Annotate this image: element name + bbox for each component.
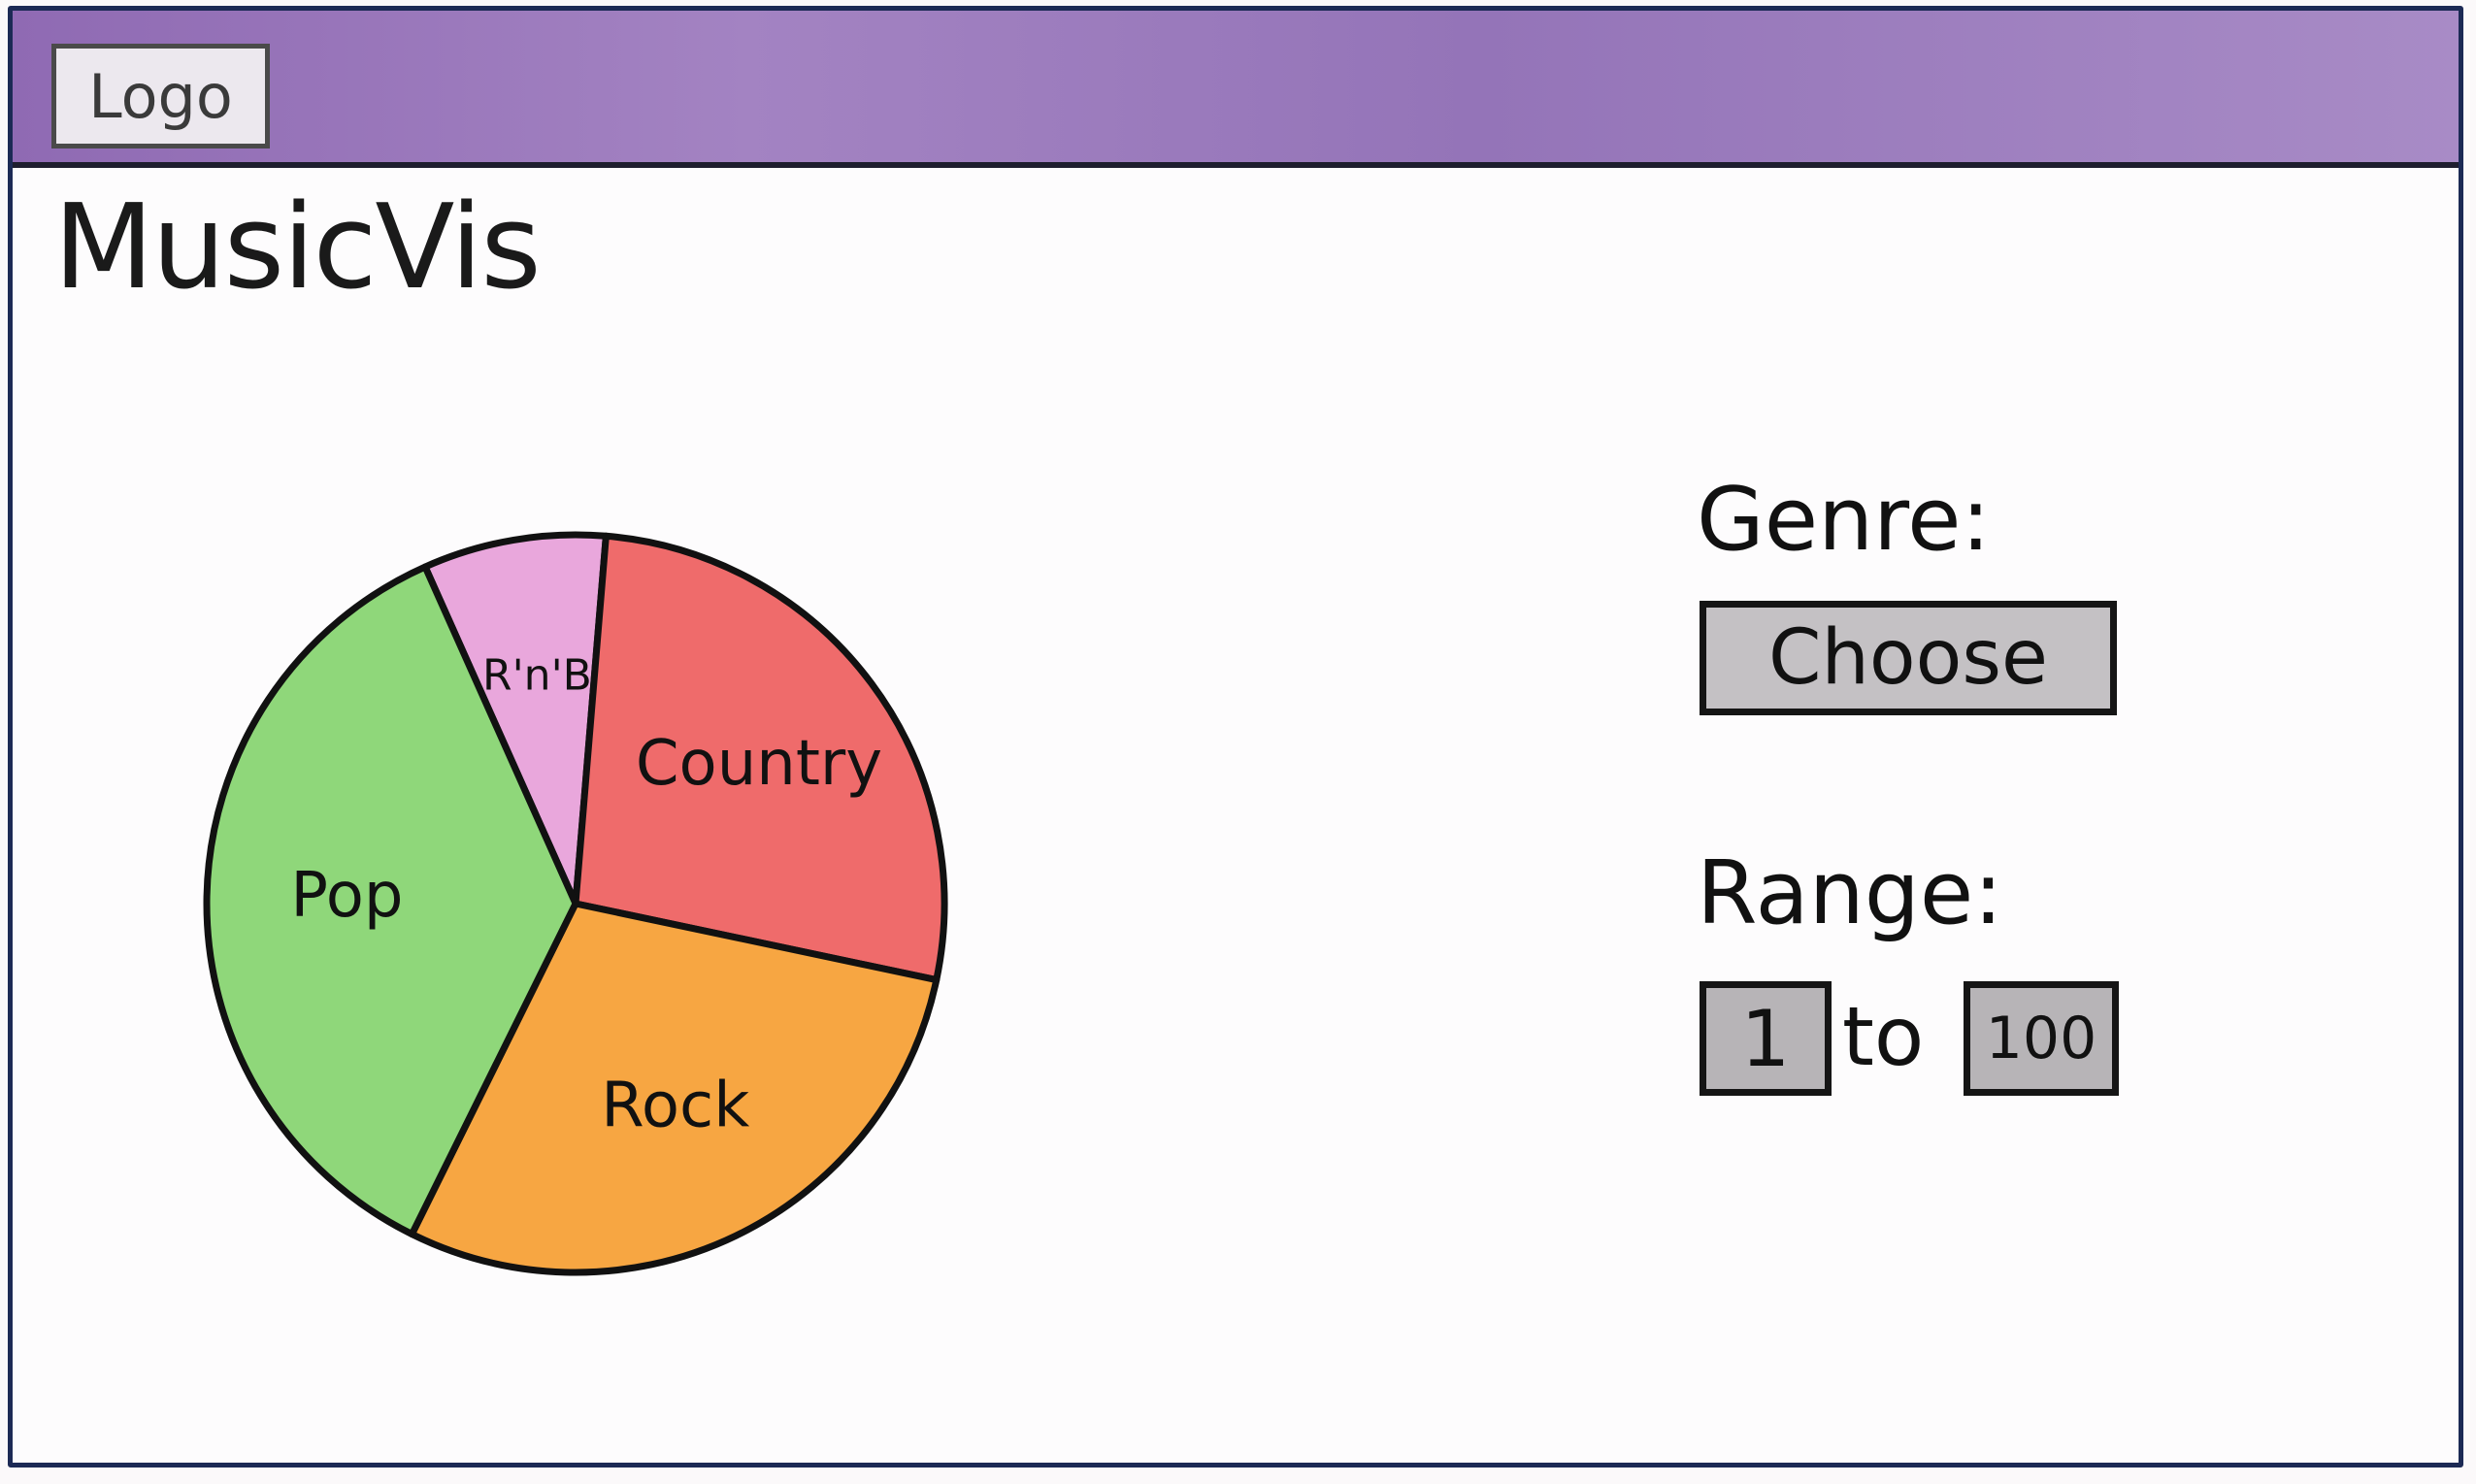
range-max-input[interactable] xyxy=(1964,981,2119,1096)
genre-choose-button[interactable]: Choose xyxy=(1700,601,2117,715)
pie-slice-rock[interactable] xyxy=(408,900,941,1276)
genre-pie-chart[interactable]: R'n'B Country Rock Pop xyxy=(187,515,964,1292)
header-bar: Logo xyxy=(13,11,2459,168)
pie-label-rock: Rock xyxy=(601,1071,749,1142)
pie-label-country: Country xyxy=(636,728,882,800)
range-min-input[interactable] xyxy=(1700,981,1832,1096)
pie-slice-r-n-b[interactable] xyxy=(421,531,610,907)
page-title: MusicVis xyxy=(53,181,542,315)
range-label: Range: xyxy=(1697,842,2003,944)
pie-label-r-n-b: R'n'B xyxy=(482,651,592,701)
pie-slice-country[interactable] xyxy=(572,532,948,984)
pie-chart-svg: R'n'B Country Rock Pop xyxy=(203,531,948,1276)
app-window: Logo MusicVis R'n'B Country Rock Pop Genre:… xyxy=(8,6,2463,1468)
logo[interactable]: Logo xyxy=(51,44,270,148)
range-to-label: to xyxy=(1842,989,1925,1084)
pie-label-pop: Pop xyxy=(290,860,403,932)
pie-slice-pop[interactable] xyxy=(203,563,579,1238)
genre-label: Genre: xyxy=(1697,469,1991,571)
